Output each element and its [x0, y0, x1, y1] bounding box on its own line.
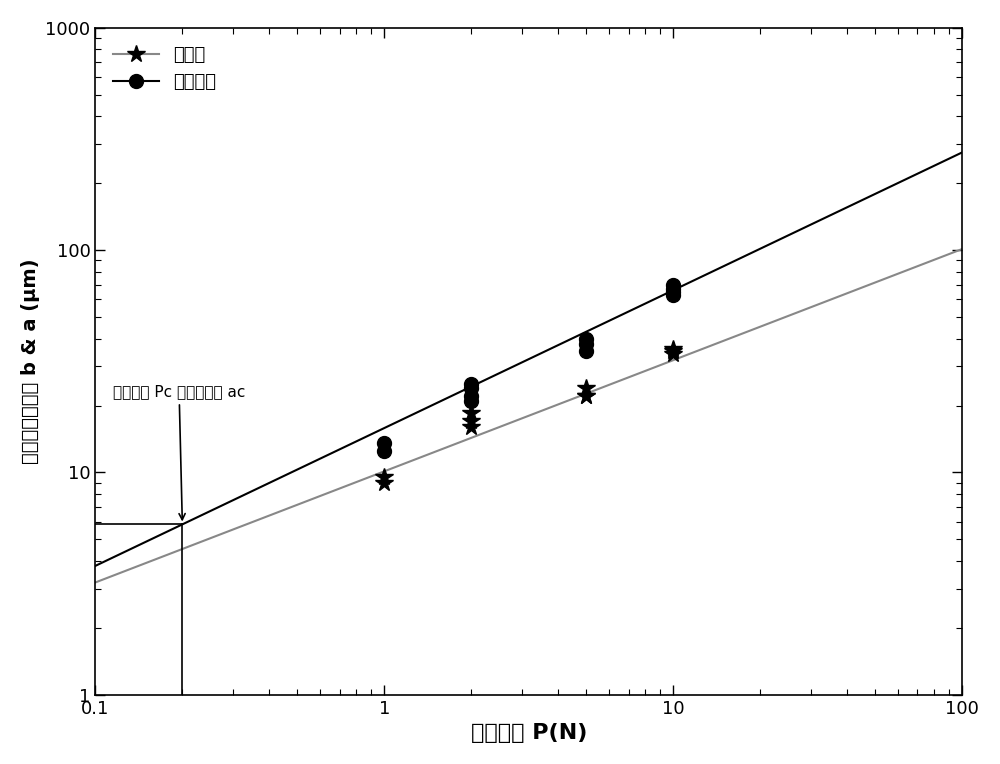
- Y-axis label: 压痕和裂纹半长 b & a (μm): 压痕和裂纹半长 b & a (μm): [21, 258, 40, 464]
- Text: 临界载荷 Pc 和临界裂纹 ac: 临界载荷 Pc 和临界裂纹 ac: [113, 384, 245, 520]
- X-axis label: 加载载荷 P(N): 加载载荷 P(N): [471, 724, 587, 743]
- Legend: 主曲线, 裂纹曲线: 主曲线, 裂纹曲线: [104, 37, 225, 100]
